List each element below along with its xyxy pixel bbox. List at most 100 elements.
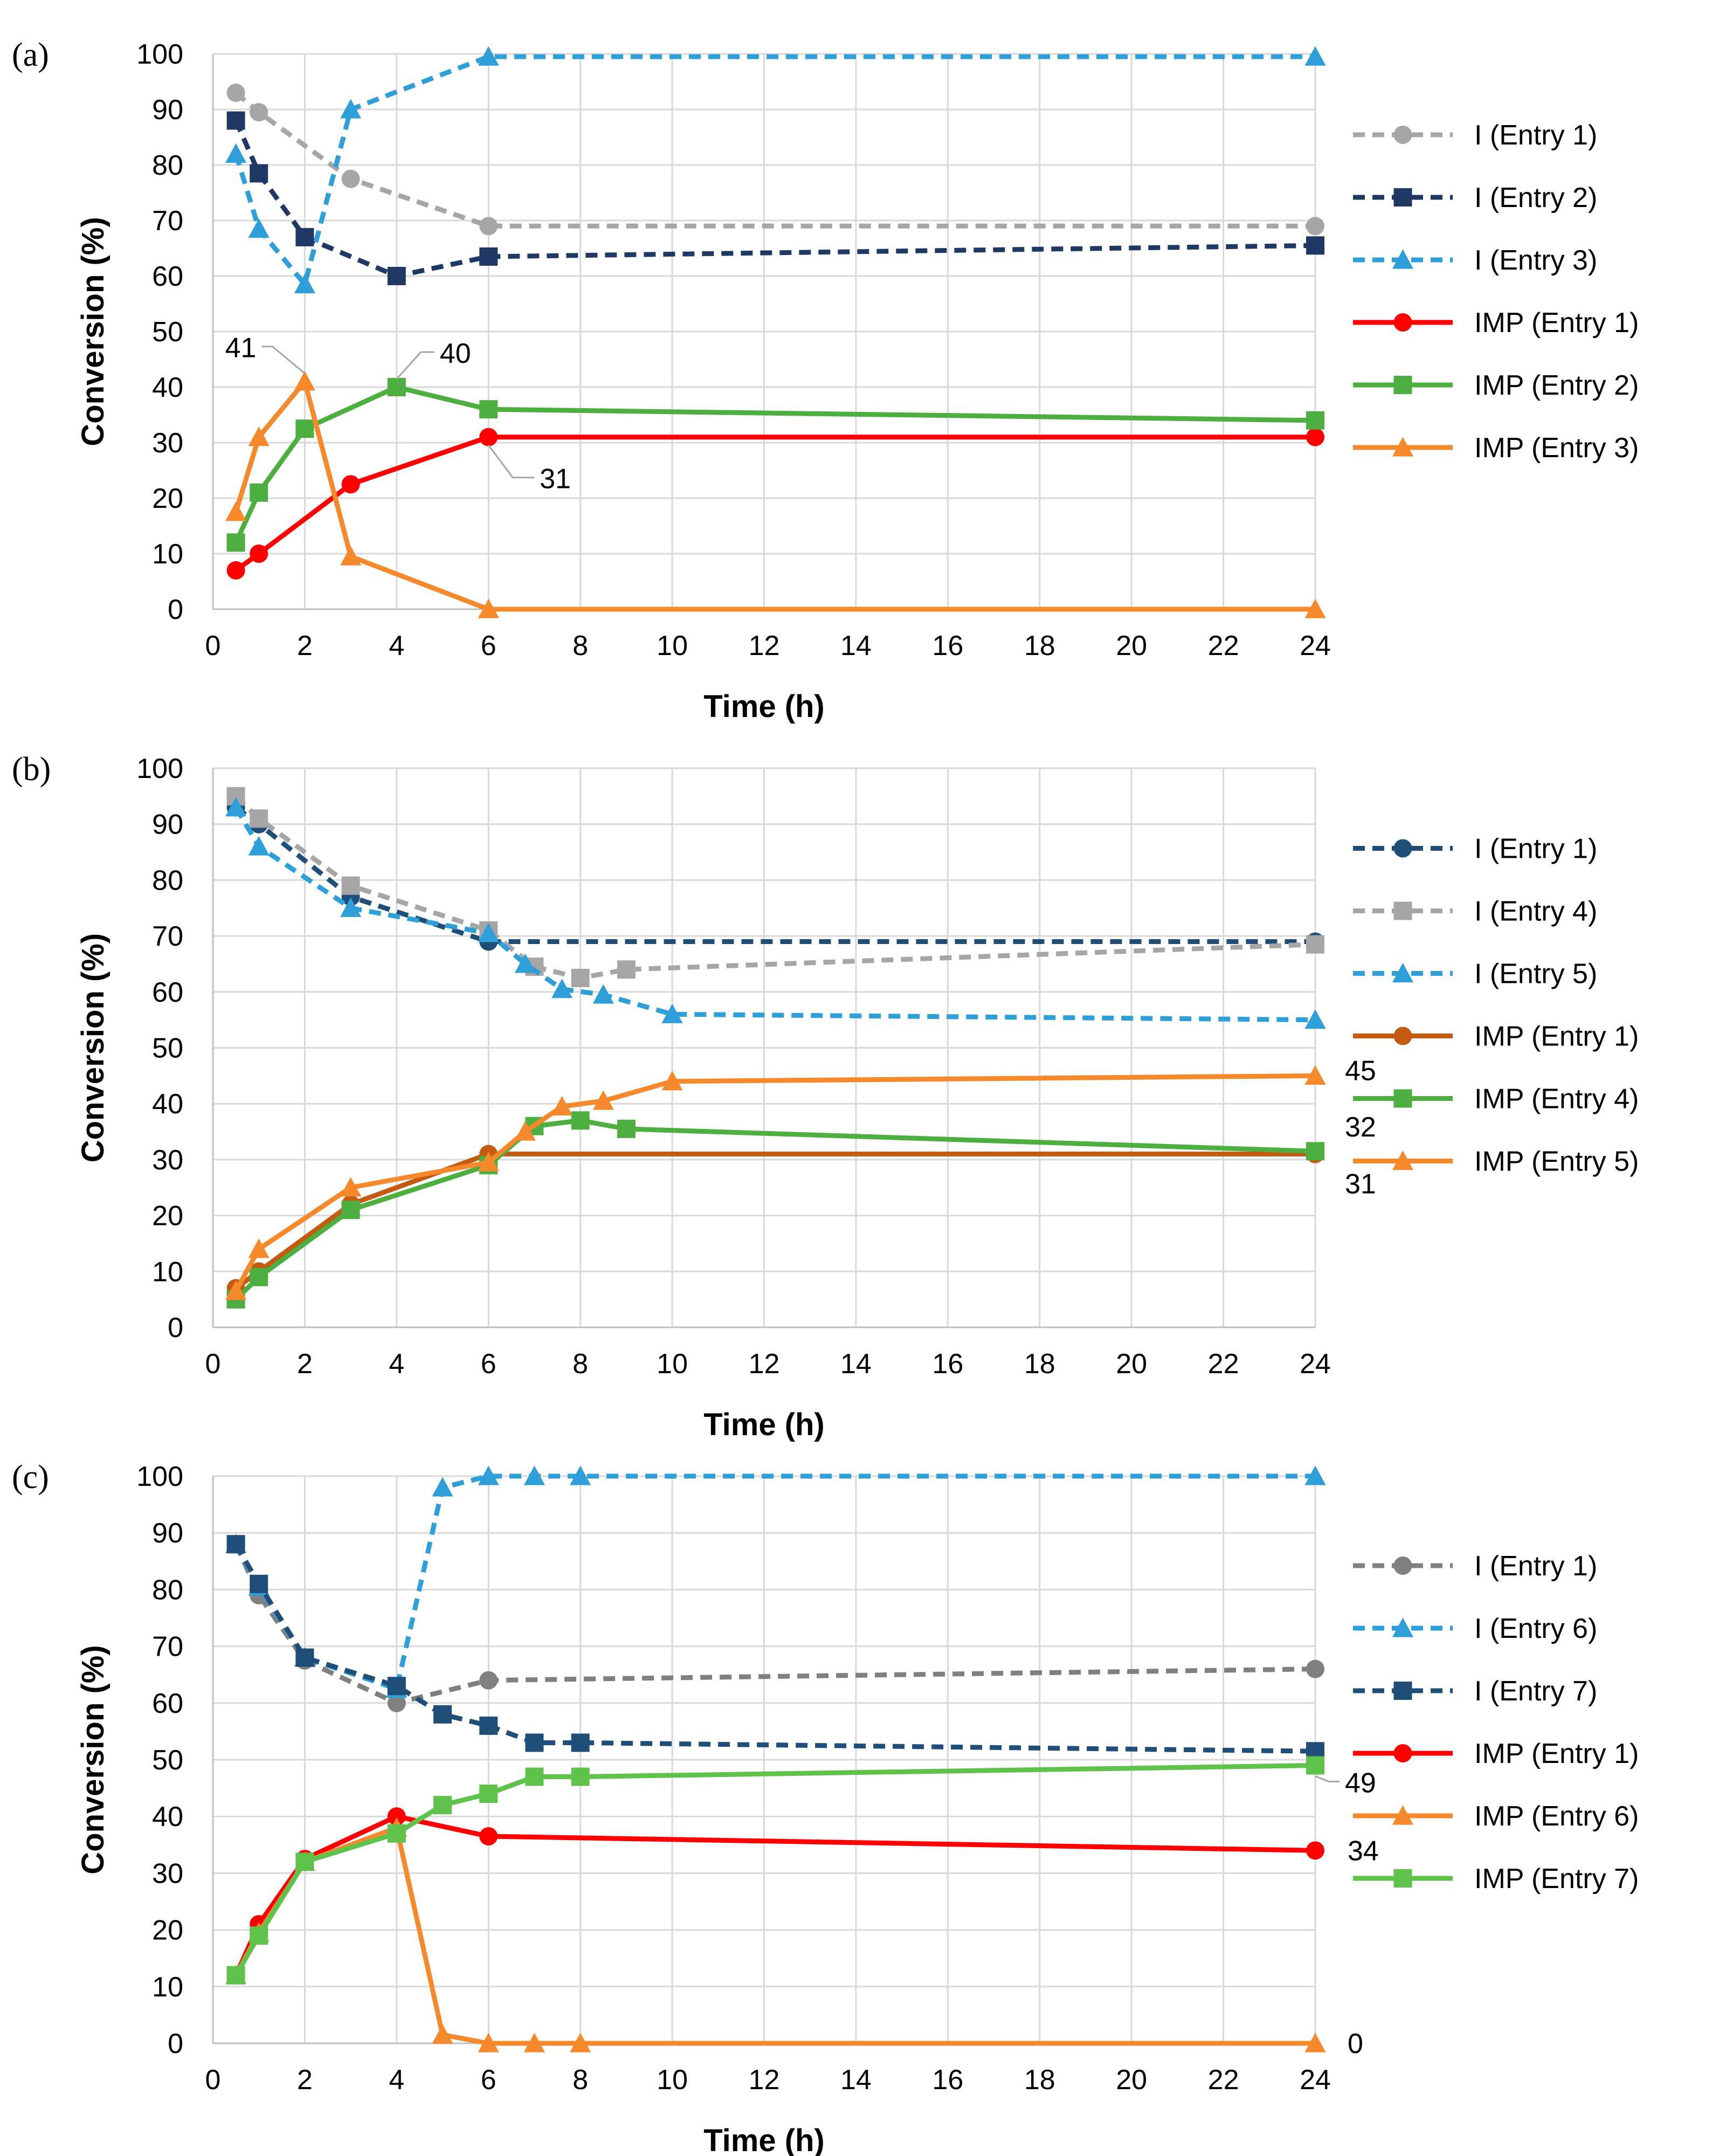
data-point [340, 99, 362, 119]
y-tick-label: 90 [152, 94, 183, 126]
x-tick-label: 14 [840, 1348, 872, 1380]
y-tick-label: 10 [152, 539, 183, 570]
x-tick-label: 8 [572, 1348, 588, 1380]
legend-label: I (Entry 2) [1474, 182, 1597, 213]
data-point [433, 1705, 452, 1724]
x-tick-label: 8 [572, 630, 588, 662]
series-line [233, 806, 1316, 1023]
series-line [233, 54, 1315, 287]
data-point [387, 1807, 406, 1826]
data-point [226, 1535, 245, 1554]
data-point [225, 1280, 247, 1300]
y-axis-title: Conversion (%) [75, 217, 111, 446]
annotation-leader [396, 351, 434, 380]
data-point [387, 1824, 406, 1843]
data-point [479, 400, 498, 419]
data-label: 32 [1345, 1112, 1376, 1143]
y-tick-label: 60 [152, 261, 183, 292]
data-label: 45 [1345, 1055, 1376, 1086]
y-tick-label: 100 [136, 1461, 183, 1492]
y-tick-label: 0 [168, 1312, 183, 1344]
legend-swatch-marker [1393, 1682, 1412, 1700]
x-tick-label: 20 [1116, 630, 1147, 662]
legend-item: IMP (Entry 5) [1353, 1146, 1639, 1177]
series-i-entry-4- [226, 787, 1324, 987]
data-point [226, 533, 245, 552]
y-tick-label: 30 [152, 1145, 183, 1176]
data-point [478, 1465, 499, 1485]
series-imp-entry-4- [226, 1111, 1324, 1309]
data-point [1304, 2033, 1326, 2052]
y-tick-label: 70 [152, 1631, 183, 1663]
data-point [1306, 217, 1324, 236]
data-point [1306, 1756, 1324, 1775]
data-point [226, 111, 245, 130]
data-point [225, 143, 247, 163]
data-point [341, 876, 360, 895]
series-i-entry-1- [226, 84, 1324, 236]
legend-item: IMP (Entry 1) [1353, 1021, 1639, 1052]
data-point [432, 1477, 453, 1497]
series-i-entry-2- [226, 111, 1324, 285]
series-i-entry-6- [225, 1465, 1326, 1698]
legend-item: I (Entry 7) [1353, 1676, 1597, 1707]
data-point [661, 1071, 683, 1091]
data-point [571, 1733, 590, 1752]
legend-label: I (Entry 7) [1474, 1676, 1597, 1707]
data-point [248, 218, 270, 238]
data-point [571, 1767, 590, 1786]
y-tick-label: 20 [152, 483, 183, 514]
legend-label: IMP (Entry 3) [1474, 432, 1639, 464]
legend-swatch-marker [1392, 1617, 1414, 1637]
data-point [225, 797, 247, 817]
data-point [250, 545, 268, 563]
x-tick-label: 4 [389, 630, 404, 662]
legend-item: I (Entry 3) [1353, 245, 1597, 276]
legend-item: I (Entry 6) [1353, 1613, 1597, 1644]
data-point [432, 2024, 453, 2044]
data-point [523, 2033, 546, 2052]
legend: I (Entry 1) I (Entry 2) I (Entry 3) IMP (En… [1353, 120, 1639, 464]
data-point [525, 1767, 544, 1786]
data-point [478, 46, 499, 66]
data-label: 31 [540, 464, 571, 495]
legend-swatch-marker [1393, 188, 1412, 206]
data-point [340, 897, 362, 917]
x-tick-label: 20 [1116, 2064, 1147, 2096]
data-point [1306, 1142, 1324, 1161]
series-line [233, 1473, 1315, 1691]
series-line [234, 91, 1315, 229]
data-point [551, 979, 573, 998]
y-tick-label: 100 [136, 753, 183, 784]
legend-item: I (Entry 2) [1353, 182, 1597, 213]
data-point [570, 2033, 591, 2052]
y-tick-label: 90 [152, 1518, 183, 1549]
legend-swatch-marker [1392, 962, 1414, 983]
data-point [1304, 1065, 1326, 1085]
legend-item: IMP (Entry 3) [1353, 432, 1639, 464]
series-i-entry-1- [226, 798, 1324, 951]
x-tick-label: 6 [481, 630, 496, 662]
x-tick-label: 6 [481, 2064, 496, 2096]
data-point [479, 217, 498, 236]
legend-label: IMP (Entry 1) [1474, 307, 1639, 339]
series-line [234, 1118, 1316, 1301]
data-point [479, 1827, 498, 1846]
y-axis-title: Conversion (%) [75, 933, 111, 1162]
legend-swatch-marker [1393, 126, 1412, 144]
legend-swatch-marker [1392, 1150, 1414, 1170]
legend-label: IMP (Entry 2) [1474, 370, 1639, 401]
series-line [233, 379, 1315, 612]
series-line [234, 435, 1315, 573]
series-line [233, 119, 1316, 279]
x-tick-label: 16 [932, 2064, 963, 2096]
x-tick-label: 6 [481, 1348, 496, 1380]
data-point [570, 1465, 591, 1485]
y-tick-label: 80 [152, 150, 183, 181]
series-i-entry-3- [225, 46, 1326, 294]
legend-label: I (Entry 1) [1474, 834, 1597, 865]
data-point [478, 2033, 499, 2052]
legend-label: IMP (Entry 5) [1474, 1146, 1639, 1177]
series-line [234, 1152, 1315, 1291]
